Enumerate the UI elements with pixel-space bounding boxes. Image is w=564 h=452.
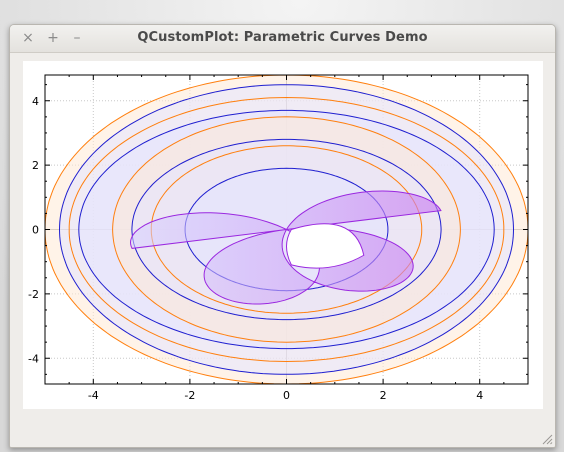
x-tick-label: -2 (184, 389, 195, 402)
close-icon[interactable]: × (22, 30, 34, 46)
maximize-icon[interactable]: + (47, 30, 59, 46)
app-window: × + – QCustomPlot: Parametric Curves Dem… (9, 24, 556, 448)
y-tick-label: 4 (32, 95, 39, 108)
parametric-curves-chart[interactable]: -4 -2 0 2 4 4 2 0 -2 -4 (23, 61, 543, 409)
series-layer (44, 74, 529, 385)
y-tick-label: 2 (32, 159, 39, 172)
resize-grip-icon[interactable] (541, 433, 553, 445)
plot-widget[interactable]: -4 -2 0 2 4 4 2 0 -2 -4 (23, 61, 543, 409)
x-tick-label: -4 (88, 389, 99, 402)
y-tick-label: 0 (32, 224, 39, 237)
window-title: QCustomPlot: Parametric Curves Demo (137, 30, 428, 45)
title-bar[interactable]: × + – QCustomPlot: Parametric Curves Dem… (10, 25, 555, 53)
x-tick-label: 4 (476, 389, 483, 402)
x-tick-label: 2 (380, 389, 387, 402)
x-tick-label: 0 (283, 389, 290, 402)
axes: -4 -2 0 2 4 4 2 0 -2 -4 (28, 74, 529, 402)
y-tick-label: -4 (28, 352, 39, 365)
series-ellipse-3 (68, 96, 505, 363)
series-trefoil-curve (129, 190, 442, 305)
y-tick-label: -2 (28, 288, 39, 301)
trefoil-center-gap (286, 223, 365, 269)
minimize-icon[interactable]: – (73, 30, 81, 46)
